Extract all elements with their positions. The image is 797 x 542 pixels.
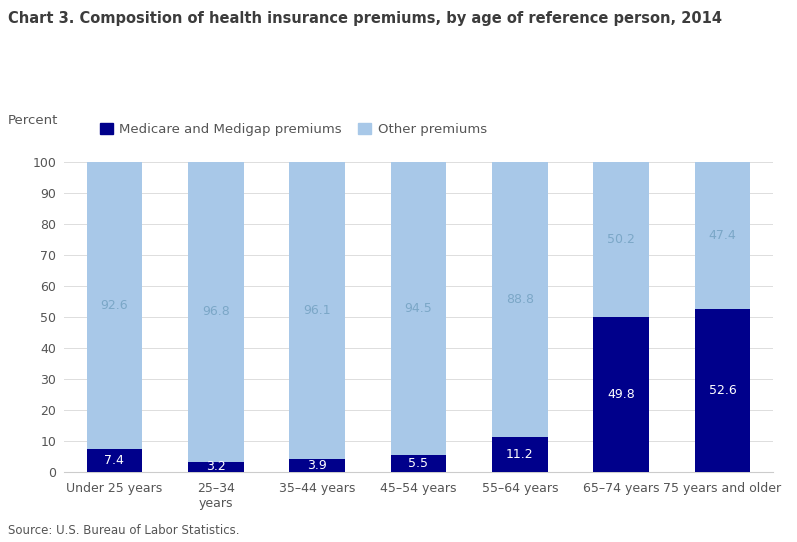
Bar bbox=[391, 162, 446, 455]
Bar bbox=[492, 437, 548, 472]
Bar bbox=[87, 162, 143, 449]
Legend: Medicare and Medigap premiums, Other premiums: Medicare and Medigap premiums, Other pre… bbox=[94, 118, 492, 141]
Bar bbox=[87, 449, 143, 472]
Text: 11.2: 11.2 bbox=[506, 448, 533, 461]
Text: 52.6: 52.6 bbox=[709, 384, 736, 397]
Bar bbox=[188, 462, 244, 472]
Bar bbox=[289, 460, 345, 472]
Text: 96.1: 96.1 bbox=[304, 304, 331, 317]
Text: 92.6: 92.6 bbox=[100, 299, 128, 312]
Bar bbox=[694, 308, 750, 472]
Text: 88.8: 88.8 bbox=[506, 293, 534, 306]
Bar bbox=[391, 455, 446, 472]
Text: 96.8: 96.8 bbox=[202, 305, 230, 318]
Text: 94.5: 94.5 bbox=[405, 302, 432, 315]
Bar bbox=[593, 162, 649, 317]
Text: 47.4: 47.4 bbox=[709, 229, 736, 242]
Text: 3.2: 3.2 bbox=[206, 460, 226, 473]
Bar bbox=[694, 162, 750, 308]
Text: 7.4: 7.4 bbox=[104, 454, 124, 467]
Bar bbox=[188, 162, 244, 462]
Bar bbox=[492, 162, 548, 437]
Text: Chart 3. Composition of health insurance premiums, by age of reference person, 2: Chart 3. Composition of health insurance… bbox=[8, 11, 722, 26]
Text: Percent: Percent bbox=[8, 114, 58, 127]
Text: 50.2: 50.2 bbox=[607, 233, 635, 246]
Text: 5.5: 5.5 bbox=[408, 456, 429, 469]
Bar bbox=[593, 317, 649, 472]
Text: 49.8: 49.8 bbox=[607, 388, 635, 401]
Text: 3.9: 3.9 bbox=[307, 459, 327, 472]
Bar bbox=[289, 162, 345, 460]
Text: Source: U.S. Bureau of Labor Statistics.: Source: U.S. Bureau of Labor Statistics. bbox=[8, 524, 239, 537]
